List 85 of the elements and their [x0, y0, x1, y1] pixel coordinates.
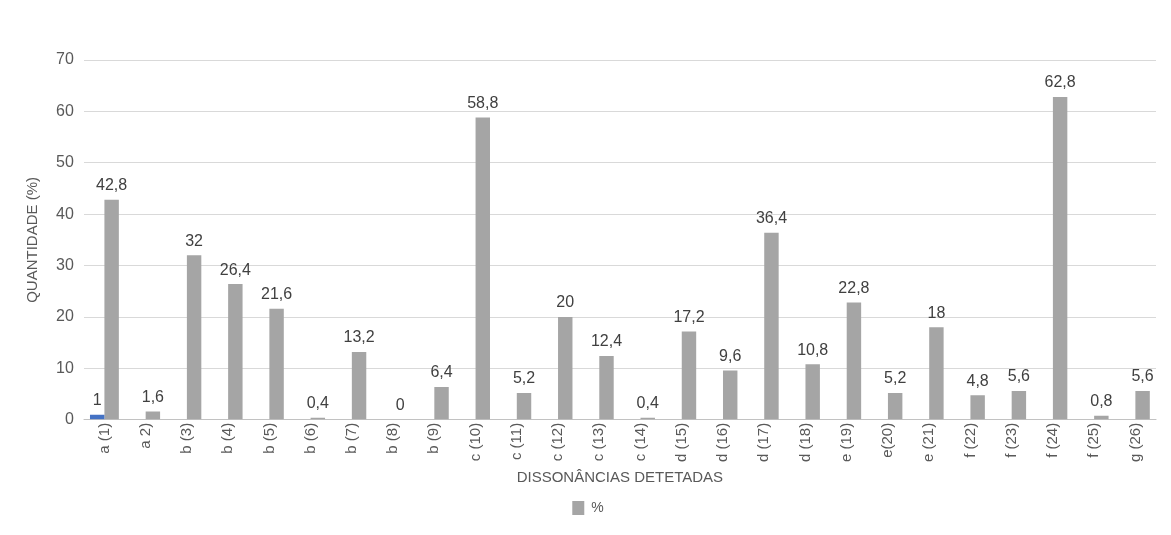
y-tick-label: 20	[56, 307, 74, 325]
x-tick-label: f (22)	[960, 422, 978, 458]
x-tick-label: e(20)	[878, 422, 896, 458]
x-tick-label: b (5)	[259, 422, 277, 454]
data-label: 6,4	[430, 363, 453, 381]
data-label: 4,8	[966, 371, 989, 389]
data-label: 5,6	[1007, 367, 1031, 385]
bar	[558, 317, 573, 420]
data-label: 26,4	[219, 260, 252, 278]
bar	[434, 386, 449, 420]
x-tick-label: b (3)	[177, 422, 195, 454]
x-tick-label: d (17)	[754, 422, 772, 462]
bar	[1052, 97, 1068, 420]
x-tick-label: f (23)	[1001, 422, 1019, 458]
x-tick-label: c (13)	[589, 422, 607, 462]
y-tick-label: 0	[64, 410, 74, 428]
x-tick-label: c (10)	[465, 422, 483, 462]
bar	[475, 117, 490, 420]
y-tick-label: 40	[56, 204, 74, 222]
y-tick-label: 60	[56, 101, 74, 119]
bar	[764, 232, 779, 420]
data-label: 21,6	[261, 285, 293, 303]
bar	[228, 284, 243, 420]
x-tick-label: d (16)	[713, 422, 731, 462]
x-tick-label: b (6)	[300, 422, 318, 454]
x-tick-label: c (11)	[506, 422, 524, 461]
x-tick-label: e (19)	[836, 422, 854, 462]
bar	[516, 393, 532, 420]
data-label: 0	[395, 396, 405, 414]
x-tick-label: d (15)	[671, 422, 689, 462]
x-tick-label: e (21)	[919, 422, 937, 462]
data-label: 10,8	[797, 340, 829, 358]
x-tick-label: g (26)	[1125, 422, 1143, 462]
x-tick-label: f (24)	[1043, 422, 1061, 458]
bar	[104, 199, 119, 420]
x-axis-title: DISSONÂNCIAS DETETADAS	[516, 468, 724, 486]
x-tick-label: b (8)	[383, 422, 401, 454]
y-tick-label: 50	[56, 153, 74, 171]
x-tick-label: c (12)	[548, 422, 566, 462]
data-label: 17,2	[673, 307, 705, 325]
data-label: 22,8	[838, 279, 870, 297]
legend-label: %	[591, 498, 604, 515]
data-label: 5,2	[512, 369, 536, 387]
x-tick-label: c (14)	[630, 422, 648, 462]
x-tick-label: a 2)	[135, 422, 153, 449]
x-tick-label: a (1)	[94, 422, 112, 454]
bar	[186, 255, 202, 420]
bar	[929, 327, 944, 420]
data-label: 42,8	[96, 176, 128, 194]
data-label: 0,4	[636, 394, 659, 412]
data-label: 32	[185, 231, 204, 249]
data-label: 20	[556, 293, 575, 311]
bar	[681, 331, 697, 420]
data-label: 18	[927, 303, 946, 321]
data-label: 0,4	[306, 394, 330, 412]
x-tick-label: b (7)	[341, 422, 359, 454]
y-tick-label: 10	[56, 358, 74, 376]
bar	[805, 364, 820, 420]
bar	[351, 351, 367, 420]
data-label: 12,4	[590, 332, 623, 350]
bar	[887, 393, 903, 420]
y-tick-label: 30	[56, 256, 74, 274]
y-axis-title: QUANTIDADE (%)	[23, 176, 41, 303]
bar	[723, 370, 738, 420]
bar	[1011, 391, 1027, 420]
y-tick-label: 70	[56, 50, 74, 68]
data-label: 1	[92, 391, 102, 409]
data-label: 9,6	[719, 346, 742, 364]
x-tick-label: f (25)	[1084, 422, 1102, 458]
bar	[599, 356, 614, 420]
bar	[846, 302, 862, 420]
data-label: 5,6	[1131, 367, 1154, 385]
bar	[970, 395, 985, 420]
data-label: 62,8	[1044, 73, 1076, 91]
data-label: 5,2	[884, 369, 907, 387]
data-label: 1,6	[141, 388, 165, 405]
data-label: 13,2	[343, 328, 375, 346]
bar	[269, 308, 284, 420]
data-label: 36,4	[755, 209, 788, 227]
data-label: 0,8	[1090, 392, 1113, 410]
x-tick-label: b (9)	[424, 422, 442, 454]
x-tick-label: b (4)	[218, 422, 236, 454]
bar	[1135, 391, 1150, 420]
x-tick-label: d (18)	[795, 422, 813, 462]
data-label: 58,8	[467, 93, 499, 111]
